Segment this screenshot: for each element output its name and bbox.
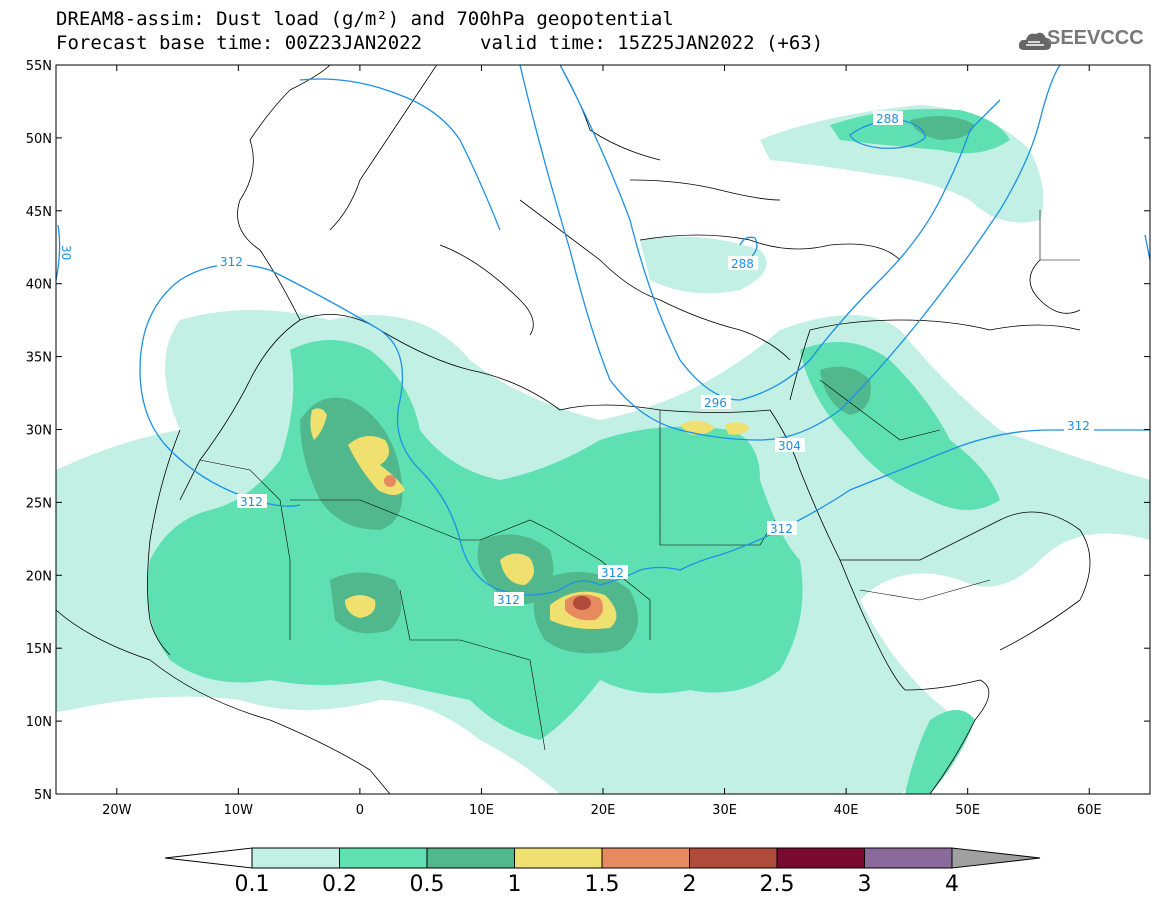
- lat-tick-label: 15N: [26, 642, 52, 657]
- colorbar-segment: [689, 847, 778, 869]
- dust-band-yellow-3: [500, 553, 534, 585]
- contour-296: [559, 65, 1001, 401]
- colorbar-label: 2.5: [759, 872, 795, 897]
- colorbar-segment: [776, 847, 865, 869]
- lat-tick-label: 20N: [26, 569, 52, 584]
- lat-tick-label: 55N: [26, 59, 52, 74]
- lon-tick-label: 10E: [469, 803, 494, 818]
- lat-tick-label: 45N: [26, 205, 52, 220]
- colorbar-min-arrow: [164, 847, 253, 869]
- contour-label: 312: [497, 593, 520, 607]
- colorbar-label: 3: [857, 872, 872, 897]
- dust-band-yellow-5: [680, 420, 715, 435]
- contour-label: 312: [770, 522, 793, 536]
- contour-label: 312: [601, 566, 624, 580]
- contour-288b: [739, 236, 758, 257]
- colorbar-segment: [514, 847, 603, 869]
- colorbar-segment: [251, 847, 340, 869]
- logo-text: SEEVCCC: [1047, 27, 1144, 49]
- lat-tick-label: 30N: [26, 424, 52, 439]
- colorbar-label: 4: [945, 872, 959, 897]
- colorbar-segment: [339, 847, 428, 869]
- contour-topleft: [299, 78, 501, 231]
- contour-312: [139, 263, 1150, 596]
- colorbar: [164, 847, 1041, 869]
- lat-tick-label: 25N: [26, 496, 52, 511]
- map-title: DREAM8-assim: Dust load (g/m²) and 700hP…: [56, 8, 674, 30]
- colorbar-max-arrow: [951, 847, 1041, 869]
- dust-spot-orange: [384, 475, 396, 487]
- contour-label: 312: [220, 255, 243, 269]
- colorbar-label: 0.2: [322, 872, 357, 897]
- colorbar-label: 2: [682, 872, 697, 897]
- contour-label: 304: [778, 439, 801, 453]
- dust-band-dark-6: [910, 116, 975, 140]
- dust-band-dark: [300, 397, 403, 530]
- colorbar-segment: [426, 847, 515, 869]
- dust-band-light-balkan: [640, 236, 767, 294]
- contour-label: 288: [876, 112, 899, 126]
- lat-tick-label: 35N: [26, 351, 52, 366]
- contour-label: 288: [731, 257, 754, 271]
- contour-label: 312: [240, 495, 263, 509]
- dust-band-dark-5: [820, 366, 871, 415]
- forecast-base-time: Forecast base time: 00Z23JAN2022: [56, 32, 423, 54]
- lon-tick-label: 60E: [1077, 803, 1102, 818]
- colorbar-label: 1: [507, 872, 522, 897]
- dust-band-mid-horn: [905, 710, 975, 794]
- contour-left-edge: [56, 224, 61, 281]
- dust-band-yellow-6: [725, 422, 750, 435]
- dust-band-yellow-7: [310, 408, 327, 440]
- lat-tick-label: 10N: [26, 715, 52, 730]
- lon-tick-label: 20W: [102, 803, 132, 818]
- valid-time: valid time: 15Z25JAN2022 (+63): [480, 32, 824, 54]
- contour-312b: [139, 369, 301, 507]
- dust-band-yellow-2: [345, 595, 376, 618]
- lat-tick-label: 5N: [34, 788, 52, 803]
- lon-tick-label: 40E: [834, 803, 859, 818]
- lon-tick-label: 10W: [224, 803, 254, 818]
- contour-label: 296: [704, 396, 727, 410]
- lat-tick-label: 50N: [26, 132, 52, 147]
- axis-ticks: [56, 64, 1150, 795]
- lon-tick-label: 30E: [712, 803, 737, 818]
- contour-labels: 288 288 296 304 312 312 312 312 312 312 …: [59, 111, 1094, 607]
- colorbar-segment: [864, 847, 953, 869]
- dust-peak: [573, 596, 591, 610]
- colorbar-segment: [601, 847, 690, 869]
- colorbar-label: 0.1: [234, 872, 270, 897]
- map-subtitle: Forecast base time: 00Z23JAN2022 valid ti…: [56, 32, 823, 54]
- lon-tick-label: 0: [356, 803, 364, 818]
- lat-tick-label: 40N: [26, 278, 52, 293]
- contour-label: 30: [59, 245, 73, 260]
- axis-tick-labels: 55N 50N 45N 40N 35N 30N 25N 20N 15N 10N 5N 20W 10W 0 1…: [26, 59, 1102, 818]
- contour-label: 312: [1067, 419, 1090, 433]
- colorbar-label: 1.5: [584, 872, 620, 897]
- lon-tick-label: 50E: [955, 803, 980, 818]
- colorbar-label: 0.5: [409, 872, 445, 897]
- lon-tick-label: 20E: [591, 803, 616, 818]
- cloud-logo-icon: [1018, 32, 1052, 50]
